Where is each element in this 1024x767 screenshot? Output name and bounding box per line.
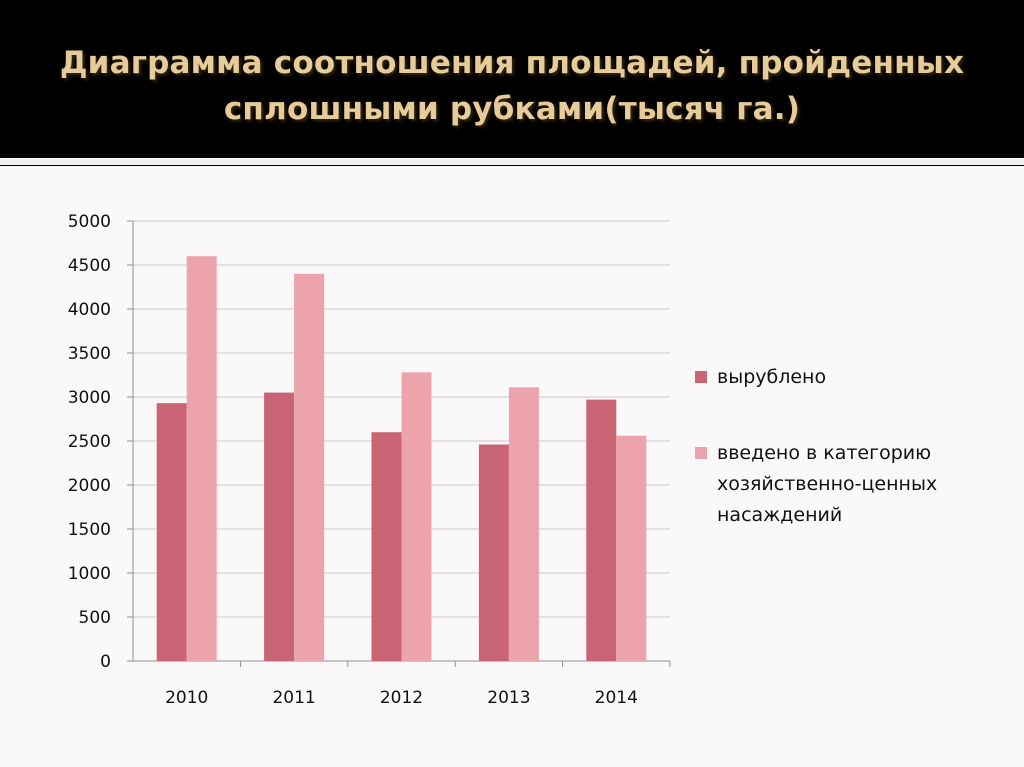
y-tick-label-4000: 4000: [68, 300, 111, 320]
legend-label-series-2-line-1: введено в категорию: [717, 442, 932, 464]
title-divider: [0, 158, 1024, 165]
bar-series-1-2010: [156, 403, 187, 661]
bar-series-2-2011: [294, 273, 325, 661]
legend-item-series-2: введено в категорию хозяйственно-ценных …: [695, 438, 995, 531]
y-tick-label-5000: 5000: [68, 212, 111, 232]
y-tick-label-1000: 1000: [68, 564, 111, 584]
bar-series-2-2010: [186, 256, 217, 661]
slide-title-line-1: Диаграмма соотношения площадей, пройденн…: [59, 45, 965, 81]
chart-legend: вырублено введено в категорию хозяйствен…: [695, 362, 995, 531]
legend-label-series-2-line-2: хозяйственно-ценных: [717, 473, 938, 495]
legend-swatch-series-1: [695, 371, 707, 383]
legend-item-series-1: вырублено: [695, 362, 995, 393]
y-tick-label-3500: 3500: [68, 344, 111, 364]
y-tick-label-1500: 1500: [68, 520, 111, 540]
x-tick-label-2011: 2011: [272, 688, 315, 708]
bar-series-1-2011: [264, 392, 295, 661]
x-tick-label-2010: 2010: [165, 688, 208, 708]
title-bar: Диаграмма соотношения площадей, пройденн…: [0, 0, 1024, 158]
slide-title-line-2: сплошными рубками(тысяч га.): [223, 91, 801, 127]
legend-label-series-1: вырублено: [717, 366, 827, 388]
bar-series-1-2013: [478, 444, 509, 661]
bar-series-2-2014: [616, 435, 647, 661]
legend-swatch-series-2: [695, 447, 707, 459]
y-tick-label-3000: 3000: [68, 388, 111, 408]
y-tick-label-2000: 2000: [68, 476, 111, 496]
bar-series-2-2013: [508, 387, 539, 661]
bar-series-1-2012: [371, 432, 402, 661]
slide-title: Диаграмма соотношения площадей, пройденн…: [0, 40, 1024, 132]
y-tick-label-0: 0: [100, 652, 111, 672]
x-tick-label-2012: 2012: [380, 688, 423, 708]
y-tick-label-4500: 4500: [68, 256, 111, 276]
x-tick-label-2014: 2014: [595, 688, 638, 708]
x-tick-label-2013: 2013: [487, 688, 530, 708]
y-tick-label-2500: 2500: [68, 432, 111, 452]
y-tick-label-500: 500: [79, 608, 111, 628]
bar-series-2-2012: [401, 372, 432, 661]
bar-series-1-2014: [586, 399, 617, 661]
legend-label-series-2-line-3: насаждений: [717, 504, 843, 526]
